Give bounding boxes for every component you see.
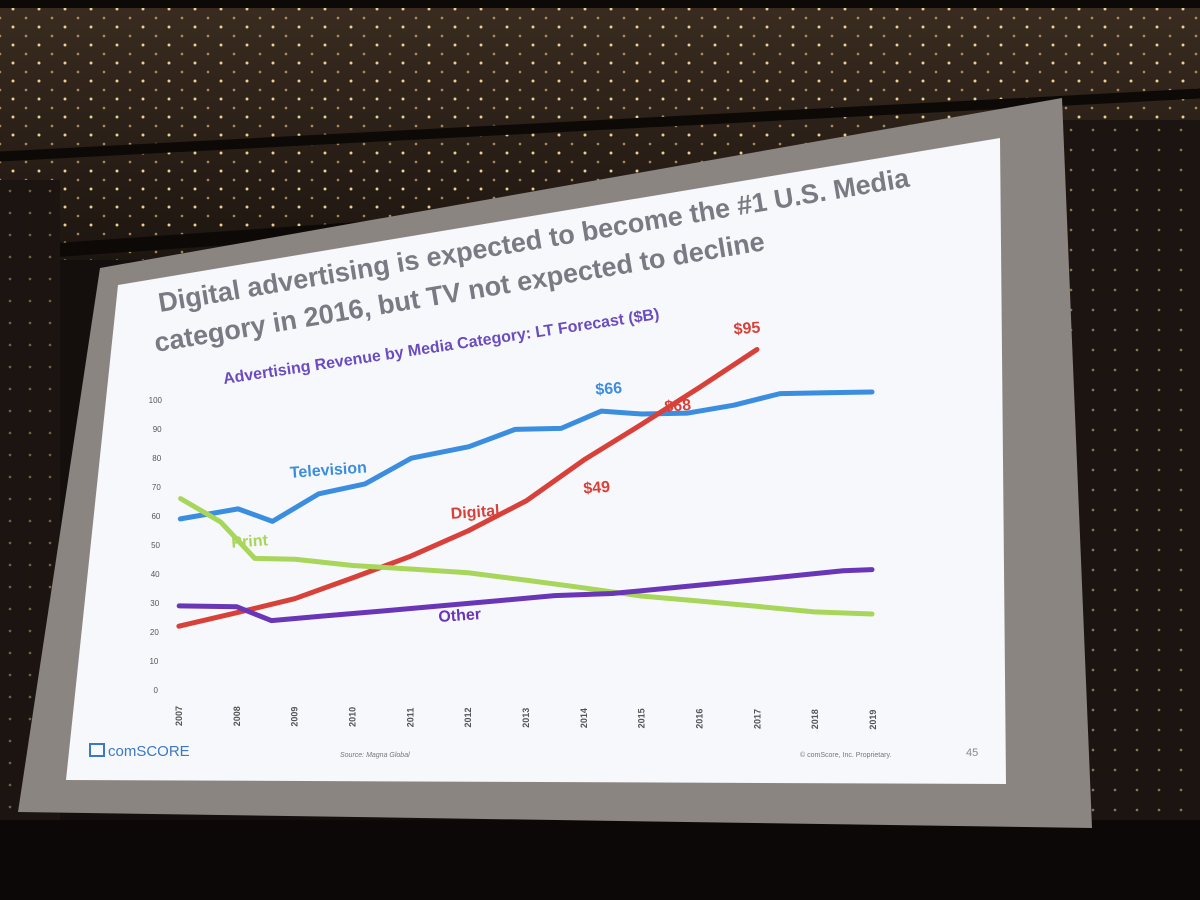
series-line-other [176, 567, 875, 624]
series-line-print [178, 496, 875, 617]
source-note: Source: Magna Global [340, 752, 410, 759]
copyright-note: © comScore, Inc. Proprietary. [800, 751, 891, 759]
stage-floor [0, 820, 1200, 900]
x-tick-label: 2012 [463, 707, 473, 727]
y-tick-label: 30 [150, 599, 159, 608]
y-tick-label: 90 [153, 425, 162, 434]
y-tick-label: 80 [152, 454, 161, 463]
data-label: Print [231, 532, 269, 552]
y-tick-label: 40 [151, 570, 160, 579]
x-tick-label: 2009 [290, 707, 300, 727]
comscore-logo-text: comSCORE [108, 743, 190, 760]
comscore-logo: comSCORE [89, 743, 190, 760]
y-tick-label: 70 [152, 483, 161, 492]
series-line-television [177, 389, 875, 524]
x-tick-label: 2015 [637, 708, 647, 728]
x-tick-label: 2019 [868, 710, 878, 730]
page-number: 45 [966, 747, 978, 759]
y-tick-label: 10 [149, 657, 158, 666]
data-label: $95 [733, 320, 761, 339]
y-tick-label: 20 [150, 628, 159, 637]
data-label: $66 [595, 380, 623, 399]
data-label: Television [289, 459, 367, 481]
data-label: $68 [664, 397, 692, 416]
data-label: Other [438, 606, 482, 626]
line-chart: 0 10 20 30 40 50 60 70 80 90 100 2007 2008 2009 2010 20… [149, 320, 878, 730]
comscore-logo-icon [89, 743, 105, 757]
y-tick-label: 50 [151, 541, 160, 550]
x-tick-label: 2011 [405, 708, 415, 728]
y-tick-label: 60 [151, 512, 160, 521]
wall-lights [0, 180, 60, 820]
slide-background [66, 138, 1006, 784]
x-tick-label: 2018 [810, 709, 820, 729]
y-tick-label: 100 [149, 396, 163, 405]
x-tick-label: 2013 [521, 708, 531, 728]
data-label: Digital [450, 503, 500, 523]
x-tick-label: 2016 [695, 709, 705, 729]
series-line-digital [176, 347, 760, 629]
x-tick-label: 2010 [348, 707, 358, 727]
x-tick-label: 2017 [752, 709, 762, 729]
data-label: $49 [583, 479, 611, 498]
x-tick-label: 2014 [579, 708, 589, 728]
y-tick-label: 0 [154, 686, 159, 695]
x-tick-label: 2007 [174, 706, 184, 726]
ceiling-beam [0, 0, 1200, 8]
x-tick-label: 2008 [232, 706, 242, 726]
